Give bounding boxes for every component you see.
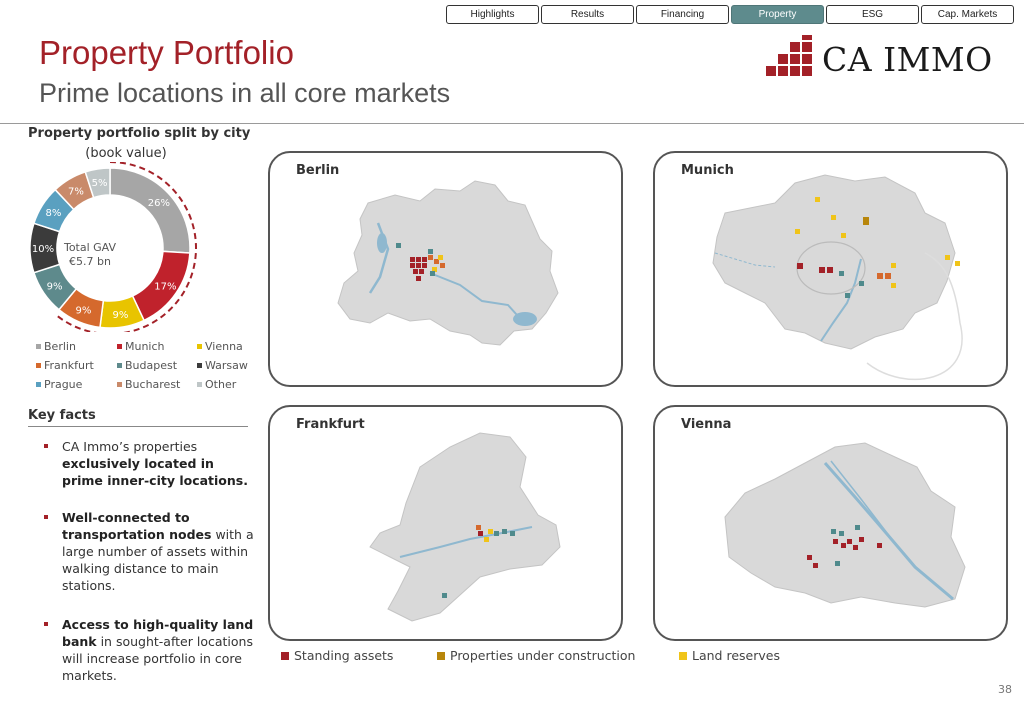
legend-swatch-icon <box>117 343 122 349</box>
donut-center-label-2: €5.7 bn <box>69 255 111 268</box>
map-panel-munich: Munich <box>653 151 1008 387</box>
key-fact-item: CA Immo’s properties exclusively located… <box>44 438 254 489</box>
legend-swatch-icon <box>197 362 202 368</box>
legend-item-other: Other <box>197 378 236 391</box>
tab-financing[interactable]: Financing <box>636 5 729 24</box>
donut-slice-label: 8% <box>45 208 61 219</box>
legend-item-frankfurt: Frankfurt <box>36 359 94 372</box>
donut-slice-label: 26% <box>148 198 170 209</box>
legend-item-berlin: Berlin <box>36 340 76 353</box>
page-number: 38 <box>998 683 1012 696</box>
legend-label: Munich <box>125 340 165 353</box>
square-icon <box>281 651 289 660</box>
chart-title: Property portfolio split by city <box>28 126 251 141</box>
legend-item-budapest: Budapest <box>117 359 177 372</box>
key-facts-divider <box>28 426 248 427</box>
legend-label: Vienna <box>205 340 243 353</box>
map-legend-construction: Properties under construction <box>437 648 635 663</box>
donut-center-label-1: Total GAV <box>63 241 117 254</box>
legend-item-munich: Munich <box>117 340 165 353</box>
donut-slice-label: 9% <box>75 305 91 316</box>
legend-item-bucharest: Bucharest <box>117 378 180 391</box>
logo-text: CA IMMO <box>822 40 993 79</box>
legend-item-vienna: Vienna <box>197 340 243 353</box>
chart-subtitle: (book value) <box>85 146 167 161</box>
map-panel-vienna: Vienna <box>653 405 1008 641</box>
legend-swatch-icon <box>197 343 202 349</box>
donut-slice-label: 9% <box>113 310 129 321</box>
legend-swatch-icon <box>36 343 41 349</box>
legend-swatch-icon <box>197 381 202 387</box>
berlin-map-icon <box>337 180 559 346</box>
tab-results[interactable]: Results <box>541 5 634 24</box>
munich-map-icon <box>712 174 963 381</box>
map-legend-land: Land reserves <box>679 648 780 663</box>
legend-swatch-icon <box>117 362 122 368</box>
map-legend-standing: Standing assets <box>281 648 393 663</box>
frankfurt-map-icon <box>369 432 561 622</box>
donut-slice-label: 7% <box>68 186 84 197</box>
legend-label: Bucharest <box>125 378 181 391</box>
header-divider <box>0 123 1024 124</box>
map-title: Munich <box>681 163 734 178</box>
square-icon <box>437 651 445 660</box>
map-panel-frankfurt: Frankfurt <box>268 405 623 641</box>
legend-item-prague: Prague <box>36 378 82 391</box>
portfolio-donut-chart: 26% 17% 9% 9% 9% 10% 8% 7% 5% Total GAV €5.7 bn <box>29 162 197 332</box>
legend-label: Other <box>205 378 237 391</box>
bullet-icon <box>44 444 48 448</box>
legend-item-warsaw: Warsaw <box>197 359 248 372</box>
key-fact-item: Well-connected to transportation nodes w… <box>44 509 254 594</box>
bullet-icon <box>44 622 48 626</box>
legend-label: Berlin <box>44 340 76 353</box>
map-title: Berlin <box>296 163 340 178</box>
page-title: Property Portfolio <box>39 34 294 71</box>
page-subtitle: Prime locations in all core markets <box>39 78 451 108</box>
legend-swatch-icon <box>117 381 122 387</box>
tab-esg[interactable]: ESG <box>826 5 919 24</box>
highlight-arc <box>54 162 197 332</box>
top-nav: Highlights Results Financing Property ES… <box>446 5 1016 24</box>
key-fact-item: Access to high-quality land bank in soug… <box>44 616 254 684</box>
legend-label: Warsaw <box>205 359 248 372</box>
bullet-icon <box>44 515 48 519</box>
tab-cap-markets[interactable]: Cap. Markets <box>921 5 1014 24</box>
map-title: Vienna <box>681 417 732 432</box>
ca-immo-logo-icon <box>766 35 812 76</box>
donut-slice-berlin <box>109 167 191 254</box>
donut-slice-label: 10% <box>32 244 54 255</box>
legend-swatch-icon <box>36 362 41 368</box>
donut-slice-label: 17% <box>154 282 176 293</box>
square-icon <box>679 651 687 660</box>
donut-slice-other <box>84 167 111 199</box>
vienna-map-icon <box>724 442 966 608</box>
tab-highlights[interactable]: Highlights <box>446 5 539 24</box>
donut-slice-label: 9% <box>47 282 63 293</box>
key-facts-title: Key facts <box>28 408 96 423</box>
legend-label: Budapest <box>125 359 178 372</box>
tab-property[interactable]: Property <box>731 5 824 24</box>
donut-slice-label: 5% <box>92 178 108 189</box>
map-panel-berlin: Berlin <box>268 151 623 387</box>
legend-swatch-icon <box>36 381 41 387</box>
map-title: Frankfurt <box>296 417 365 432</box>
legend-label: Frankfurt <box>44 359 94 372</box>
legend-label: Prague <box>44 378 83 391</box>
